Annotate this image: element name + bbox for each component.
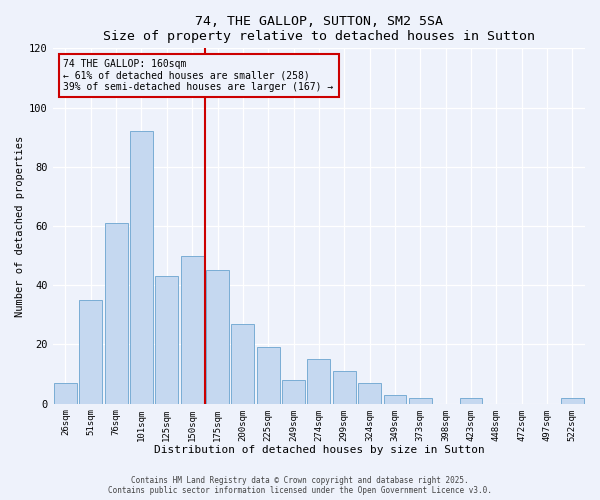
Bar (257, 348, 280, 404)
Bar (130, 132, 153, 404)
Bar (358, 383, 381, 404)
Bar (206, 270, 229, 404)
Y-axis label: Number of detached properties: Number of detached properties (15, 136, 25, 316)
Bar (105, 223, 128, 404)
Bar (232, 324, 254, 404)
Bar (460, 398, 482, 404)
Bar (155, 276, 178, 404)
Bar (333, 371, 356, 404)
X-axis label: Distribution of detached houses by size in Sutton: Distribution of detached houses by size … (154, 445, 484, 455)
Bar (79, 300, 102, 404)
Bar (409, 398, 431, 404)
Title: 74, THE GALLOP, SUTTON, SM2 5SA
Size of property relative to detached houses in : 74, THE GALLOP, SUTTON, SM2 5SA Size of … (103, 15, 535, 43)
Bar (54, 383, 77, 404)
Text: 74 THE GALLOP: 160sqm
← 61% of detached houses are smaller (258)
39% of semi-det: 74 THE GALLOP: 160sqm ← 61% of detached … (64, 59, 334, 92)
Bar (561, 398, 584, 404)
Text: Contains HM Land Registry data © Crown copyright and database right 2025.
Contai: Contains HM Land Registry data © Crown c… (108, 476, 492, 495)
Bar (181, 256, 203, 404)
Bar (383, 395, 406, 404)
Bar (282, 380, 305, 404)
Bar (307, 360, 330, 404)
